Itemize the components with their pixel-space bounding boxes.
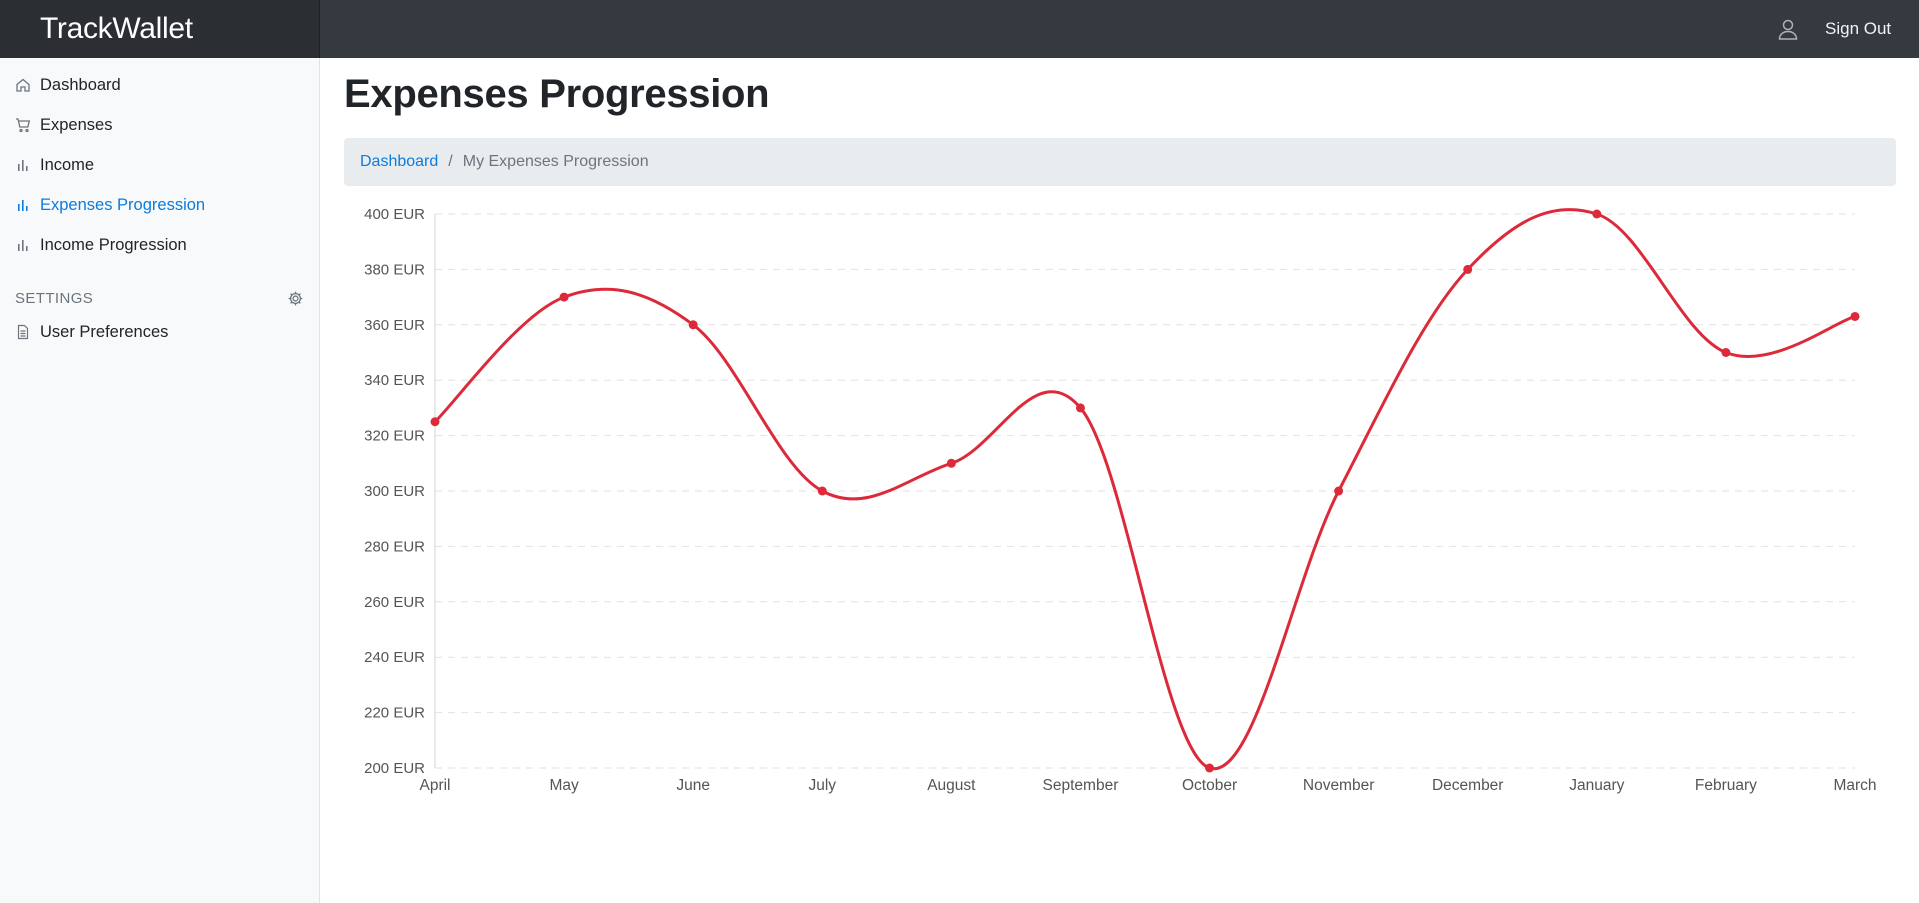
- page-title: Expenses Progression: [344, 72, 770, 116]
- data-point: [817, 486, 827, 496]
- y-tick-label: 220 EUR: [364, 705, 425, 722]
- y-tick-label: 280 EUR: [364, 538, 425, 555]
- sidebar-item-label: Expenses: [40, 115, 113, 134]
- x-tick-label: June: [676, 777, 710, 794]
- top-navbar: TrackWallet Sign Out: [0, 0, 1919, 58]
- brand-logo[interactable]: TrackWallet: [0, 0, 320, 58]
- x-tick-label: October: [1182, 777, 1237, 794]
- y-tick-label: 300 EUR: [364, 483, 425, 500]
- bar-chart-icon: [18, 160, 28, 171]
- sidebar-item-income[interactable]: Income: [15, 150, 94, 180]
- sidebar-item-label: User Preferences: [40, 322, 169, 341]
- y-tick-label: 320 EUR: [364, 428, 425, 445]
- bar-chart-icon: [18, 200, 28, 211]
- data-point: [1850, 311, 1860, 321]
- y-tick-label: 380 EUR: [364, 261, 425, 278]
- data-point: [559, 292, 569, 302]
- sidebar-item-income-progression[interactable]: Income Progression: [15, 230, 187, 260]
- y-tick-label: 200 EUR: [364, 760, 425, 777]
- breadcrumb-current: My Expenses Progression: [462, 153, 649, 170]
- sidebar-item-dashboard[interactable]: Dashboard: [15, 70, 121, 100]
- sidebar-item-user-preferences[interactable]: User Preferences: [15, 317, 168, 347]
- expenses-series-line: [433, 208, 1856, 771]
- y-tick-label: 240 EUR: [364, 649, 425, 666]
- x-tick-label: September: [1043, 777, 1119, 794]
- sidebar-item-expenses[interactable]: Expenses: [15, 110, 112, 140]
- sidebar-item-label: Income: [40, 155, 95, 174]
- breadcrumb-dashboard-link[interactable]: Dashboard: [360, 153, 439, 170]
- breadcrumb: Dashboard / My Expenses Progression: [344, 138, 1896, 186]
- sidebar-item-label: Expenses Progression: [40, 195, 206, 214]
- bar-chart-icon: [18, 240, 28, 251]
- x-tick-label: March: [1833, 777, 1876, 794]
- sidebar-item-expenses-progression[interactable]: Expenses Progression: [15, 190, 205, 220]
- breadcrumb-separator: /: [448, 153, 453, 170]
- file-icon: [17, 324, 29, 340]
- x-tick-label: April: [419, 777, 450, 794]
- y-tick-label: 360 EUR: [364, 317, 425, 334]
- x-tick-label: December: [1432, 777, 1504, 794]
- expenses-line-chart: 200 EUR 220 EUR 240 EUR 260 EUR 280 EUR 300 E…: [364, 206, 1876, 794]
- sidebar-item-label: Income Progression: [40, 235, 187, 254]
- data-point: [946, 458, 956, 468]
- y-tick-label: 260 EUR: [364, 594, 425, 611]
- data-point: [1463, 264, 1473, 274]
- x-tick-label: January: [1569, 777, 1624, 794]
- x-tick-label: August: [927, 777, 976, 794]
- data-point: [1721, 348, 1731, 357]
- y-tick-label: 340 EUR: [364, 372, 425, 389]
- home-icon: [16, 78, 30, 92]
- data-point: [688, 320, 698, 330]
- data-point: [1334, 486, 1344, 496]
- x-tick-label: November: [1303, 777, 1375, 794]
- user-icon[interactable]: [1776, 17, 1800, 41]
- sidebar-item-label: Dashboard: [40, 75, 121, 94]
- settings-heading: SETTINGS: [15, 290, 94, 307]
- data-point: [1075, 403, 1085, 413]
- sidebar: Dashboard Expenses Income Expenses Progr…: [0, 58, 320, 903]
- x-tick-label: February: [1695, 777, 1757, 794]
- cart-icon: [16, 118, 31, 133]
- data-point: [1205, 763, 1215, 773]
- gear-icon[interactable]: [287, 290, 304, 307]
- data-point: [430, 417, 440, 427]
- sign-out-link[interactable]: Sign Out: [1825, 19, 1892, 38]
- y-tick-label: 400 EUR: [364, 206, 425, 223]
- x-tick-label: July: [808, 777, 836, 794]
- data-point: [1592, 209, 1602, 219]
- x-tick-label: May: [549, 777, 579, 794]
